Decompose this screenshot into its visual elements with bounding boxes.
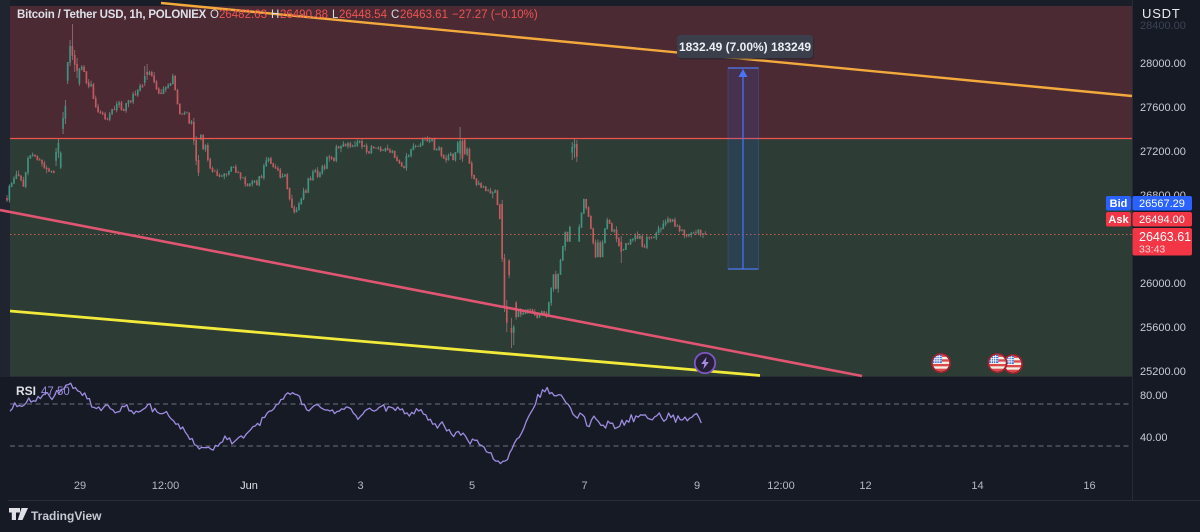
svg-text:28000.00: 28000.00 bbox=[1140, 58, 1186, 70]
svg-text:27600.00: 27600.00 bbox=[1140, 102, 1186, 114]
svg-text:26490.88: 26490.88 bbox=[280, 9, 328, 21]
svg-text:USDT: USDT bbox=[1142, 6, 1181, 21]
svg-text:16: 16 bbox=[1083, 480, 1095, 492]
svg-text:26463.61: 26463.61 bbox=[400, 9, 448, 21]
svg-text:9: 9 bbox=[694, 480, 700, 492]
svg-text:O: O bbox=[210, 9, 219, 21]
svg-text:14: 14 bbox=[971, 480, 983, 492]
svg-text:Bid: Bid bbox=[1110, 198, 1128, 210]
svg-text:27200.00: 27200.00 bbox=[1140, 146, 1186, 158]
svg-text:25200.00: 25200.00 bbox=[1140, 366, 1186, 378]
svg-text:80.00: 80.00 bbox=[1140, 390, 1168, 402]
svg-text:7: 7 bbox=[581, 480, 587, 492]
svg-text:33:43: 33:43 bbox=[1139, 244, 1165, 256]
svg-text:TradingView: TradingView bbox=[31, 509, 102, 523]
svg-text:25600.00: 25600.00 bbox=[1140, 322, 1186, 334]
svg-text:H: H bbox=[271, 9, 279, 21]
svg-text:26482.63: 26482.63 bbox=[219, 9, 267, 21]
svg-text:26463.61: 26463.61 bbox=[1139, 230, 1191, 244]
svg-text:28400.00: 28400.00 bbox=[1140, 20, 1186, 32]
svg-text:−27.27 (−0.10%): −27.27 (−0.10%) bbox=[452, 9, 538, 21]
svg-text:12:00: 12:00 bbox=[767, 480, 795, 492]
svg-text:C: C bbox=[391, 9, 399, 21]
svg-text:12: 12 bbox=[859, 480, 871, 492]
svg-text:26448.54: 26448.54 bbox=[339, 9, 388, 21]
svg-text:5: 5 bbox=[469, 480, 475, 492]
svg-text:Bitcoin / Tether USD, 1h, POLO: Bitcoin / Tether USD, 1h, POLONIEX bbox=[17, 9, 207, 21]
svg-text:Jun: Jun bbox=[240, 480, 258, 492]
svg-text:12:00: 12:00 bbox=[152, 480, 180, 492]
svg-text:Ask: Ask bbox=[1108, 214, 1129, 226]
svg-text:26000.00: 26000.00 bbox=[1140, 278, 1186, 290]
svg-text:1832.49 (7.00%) 183249: 1832.49 (7.00%) 183249 bbox=[679, 40, 811, 54]
svg-text:26567.29: 26567.29 bbox=[1139, 198, 1185, 210]
svg-text:29: 29 bbox=[74, 480, 86, 492]
svg-text:47.50: 47.50 bbox=[41, 386, 70, 398]
svg-text:L: L bbox=[332, 9, 339, 21]
svg-text:RSI: RSI bbox=[16, 384, 36, 398]
svg-text:40.00: 40.00 bbox=[1140, 432, 1168, 444]
svg-text:3: 3 bbox=[357, 480, 363, 492]
svg-text:26494.00: 26494.00 bbox=[1139, 214, 1185, 226]
